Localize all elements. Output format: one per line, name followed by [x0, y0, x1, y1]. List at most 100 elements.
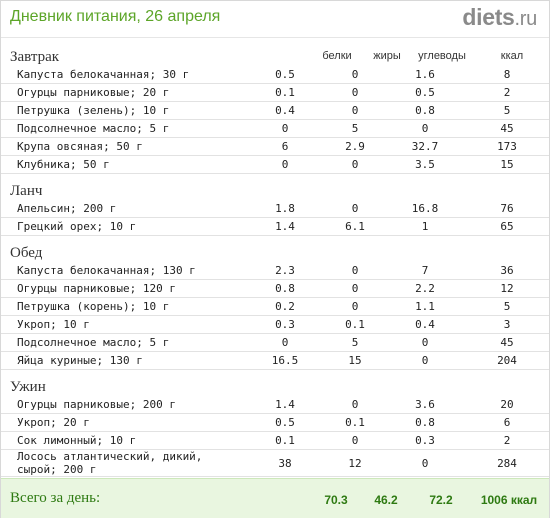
food-row: Капуста белокачанная; 30 г 0.5 0 1.6 8 [1, 66, 549, 84]
kcal-value: 204 [465, 351, 549, 370]
protein-value: 38 [245, 449, 325, 477]
carbs-value: 1.6 [385, 66, 465, 84]
kcal-value: 173 [465, 137, 549, 156]
protein-value: 0.8 [245, 279, 325, 298]
kcal-value: 45 [465, 333, 549, 352]
fat-value: 0 [325, 396, 385, 414]
food-name: Сок лимонный; 10 г [1, 431, 245, 450]
food-row: Подсолнечное масло; 5 г 0 5 0 45 [1, 119, 549, 138]
food-name: Укроп; 10 г [1, 315, 245, 334]
food-row: Огурцы парниковые; 200 г 1.4 0 3.6 20 [1, 396, 549, 414]
food-row: Грецкий орех; 10 г 1.4 6.1 1 65 [1, 217, 549, 236]
food-row: Крупа овсяная; 50 г 6 2.9 32.7 173 [1, 137, 549, 156]
column-header-carbs: углеводы [418, 50, 466, 62]
daily-total-label: Всего за день: [10, 490, 101, 506]
kcal-value: 3 [465, 315, 549, 334]
kcal-value: 5 [465, 297, 549, 316]
protein-value: 1.4 [245, 217, 325, 236]
food-name: Грецкий орех; 10 г [1, 217, 245, 236]
kcal-value: 2 [465, 83, 549, 102]
protein-value: 0.1 [245, 431, 325, 450]
column-header-kcal: ккал [500, 50, 524, 62]
fat-value: 0 [325, 262, 385, 280]
protein-value: 0 [245, 155, 325, 174]
meal-name: Ужин [10, 379, 46, 395]
carbs-value: 0 [385, 351, 465, 370]
site-logo[interactable]: diets.ru [462, 4, 537, 31]
total-kcal: 1006 ккал [480, 493, 538, 507]
diary-table: Завтрак Капуста белокачанная; 30 г 0.5 0 1.6… [1, 44, 549, 483]
protein-value: 0 [245, 333, 325, 352]
carbs-value: 3.5 [385, 155, 465, 174]
protein-value: 0.5 [245, 413, 325, 432]
food-name: Апельсин; 200 г [1, 200, 245, 218]
carbs-value: 32.7 [385, 137, 465, 156]
kcal-value: 20 [465, 396, 549, 414]
fat-value: 0 [325, 297, 385, 316]
protein-value: 1.8 [245, 200, 325, 218]
meal-section-header: Ужин [1, 376, 549, 396]
food-row: Подсолнечное масло; 5 г 0 5 0 45 [1, 333, 549, 352]
food-row: Яйца куриные; 130 г 16.5 15 0 204 [1, 351, 549, 370]
food-row: Апельсин; 200 г 1.8 0 16.8 76 [1, 200, 549, 218]
fat-value: 0 [325, 200, 385, 218]
fat-value: 15 [325, 351, 385, 370]
food-row: Петрушка (корень); 10 г 0.2 0 1.1 5 [1, 297, 549, 316]
protein-value: 0.5 [245, 66, 325, 84]
carbs-value: 1 [385, 217, 465, 236]
protein-value: 0 [245, 119, 325, 138]
fat-value: 2.9 [325, 137, 385, 156]
fat-value: 0 [325, 66, 385, 84]
food-row: Петрушка (зелень); 10 г 0.4 0 0.8 5 [1, 101, 549, 120]
carbs-value: 3.6 [385, 396, 465, 414]
food-name: Клубника; 50 г [1, 155, 245, 174]
diary-header: Дневник питания, 26 апреля diets.ru [1, 1, 549, 38]
carbs-value: 7 [385, 262, 465, 280]
meal-section-header: Ланч [1, 180, 549, 200]
logo-tld: .ru [514, 8, 538, 30]
food-row: Укроп; 20 г 0.5 0.1 0.8 6 [1, 413, 549, 432]
fat-value: 0 [325, 155, 385, 174]
page-title: Дневник питания, 26 апреля [10, 8, 221, 25]
food-name: Яйца куриные; 130 г [1, 351, 245, 370]
food-row: Клубника; 50 г 0 0 3.5 15 [1, 155, 549, 174]
total-fat: 46.2 [374, 493, 398, 507]
food-row: Сок лимонный; 10 г 0.1 0 0.3 2 [1, 431, 549, 450]
meal-name: Завтрак [10, 49, 60, 65]
carbs-value: 0.5 [385, 83, 465, 102]
column-header-protein: белки [322, 50, 352, 62]
food-row: Укроп; 10 г 0.3 0.1 0.4 3 [1, 315, 549, 334]
meal-name: Ланч [10, 183, 43, 199]
carbs-value: 0 [385, 119, 465, 138]
protein-value: 0.2 [245, 297, 325, 316]
fat-value: 0 [325, 431, 385, 450]
fat-value: 12 [325, 449, 385, 477]
fat-value: 5 [325, 119, 385, 138]
food-name: Подсолнечное масло; 5 г [1, 333, 245, 352]
fat-value: 0 [325, 101, 385, 120]
carbs-value: 0.4 [385, 315, 465, 334]
food-name: Укроп; 20 г [1, 413, 245, 432]
kcal-value: 5 [465, 101, 549, 120]
kcal-value: 12 [465, 279, 549, 298]
kcal-value: 45 [465, 119, 549, 138]
fat-value: 5 [325, 333, 385, 352]
kcal-value: 8 [465, 66, 549, 84]
column-header-fat: жиры [373, 50, 401, 62]
protein-value: 1.4 [245, 396, 325, 414]
food-name: Огурцы парниковые; 200 г [1, 396, 245, 414]
meal-section-header: Завтрак [1, 44, 549, 66]
food-row: Капуста белокачанная; 130 г 2.3 0 7 36 [1, 262, 549, 280]
food-name: Подсолнечное масло; 5 г [1, 119, 245, 138]
carbs-value: 0.8 [385, 413, 465, 432]
kcal-value: 284 [465, 449, 549, 477]
carbs-value: 0 [385, 333, 465, 352]
carbs-value: 2.2 [385, 279, 465, 298]
kcal-value: 76 [465, 200, 549, 218]
kcal-value: 36 [465, 262, 549, 280]
food-row: Огурцы парниковые; 120 г 0.8 0 2.2 12 [1, 279, 549, 298]
protein-value: 16.5 [245, 351, 325, 370]
protein-value: 0.1 [245, 83, 325, 102]
kcal-value: 65 [465, 217, 549, 236]
